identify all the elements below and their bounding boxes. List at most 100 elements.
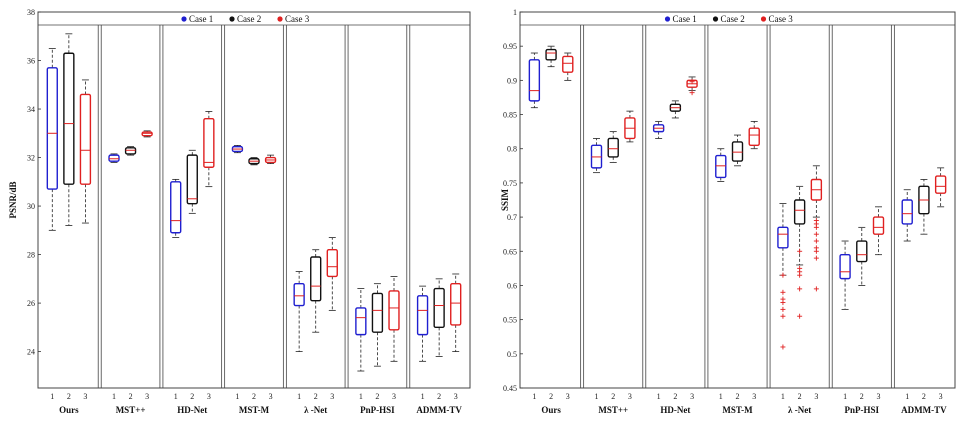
box bbox=[433, 287, 445, 329]
method-label: λ -Net bbox=[788, 405, 811, 415]
y-tick-label: 0.75 bbox=[503, 179, 517, 188]
legend-marker bbox=[181, 16, 187, 22]
box bbox=[901, 199, 913, 225]
case-tick-label: 2 bbox=[375, 392, 379, 401]
case-tick-label: 2 bbox=[190, 392, 194, 401]
y-tick-label: 0.7 bbox=[507, 213, 517, 222]
box bbox=[872, 216, 885, 235]
box bbox=[934, 175, 947, 194]
case-tick-label: 3 bbox=[207, 392, 211, 401]
y-tick-label: 0.95 bbox=[503, 42, 517, 51]
case-tick-label: 1 bbox=[235, 392, 239, 401]
box bbox=[839, 253, 851, 280]
box bbox=[79, 93, 92, 185]
method-panel: 1 2 3 MST-M bbox=[231, 25, 287, 415]
case-tick-label: 3 bbox=[814, 392, 818, 401]
y-tick-label: 28 bbox=[27, 251, 35, 260]
method-label: Ours bbox=[541, 405, 561, 415]
method-panel: 1 2 3HD-Net bbox=[170, 25, 226, 415]
method-panel: 1 2 3 PnP-HSI bbox=[355, 25, 411, 415]
method-panel: 1 2 3λ -Net bbox=[293, 25, 349, 415]
case-tick-label: 3 bbox=[939, 392, 943, 401]
method-panel: 1 2 3λ -Net bbox=[777, 25, 833, 415]
legend-label: Case 1 bbox=[189, 14, 213, 24]
method-panel: 1 2 3 Ours bbox=[528, 25, 585, 415]
case-tick-label: 1 bbox=[781, 392, 785, 401]
method-label: HD-Net bbox=[660, 405, 690, 415]
case-tick-label: 2 bbox=[736, 392, 740, 401]
method-label: MST++ bbox=[598, 405, 628, 415]
y-tick-label: 1 bbox=[513, 8, 517, 17]
case-tick-label: 2 bbox=[67, 392, 71, 401]
case-tick-label: 1 bbox=[657, 392, 661, 401]
case-tick-label: 2 bbox=[673, 392, 677, 401]
box bbox=[416, 295, 429, 336]
legend-label: Case 3 bbox=[285, 14, 310, 24]
case-tick-label: 3 bbox=[628, 392, 632, 401]
y-tick-label: 0.45 bbox=[503, 384, 517, 393]
y-tick-label: 34 bbox=[27, 105, 35, 114]
case-tick-label: 2 bbox=[860, 392, 864, 401]
box bbox=[731, 141, 744, 162]
y-tick-label: 38 bbox=[27, 8, 35, 17]
y-tick-label: 0.8 bbox=[507, 145, 517, 154]
box bbox=[355, 307, 367, 336]
box bbox=[528, 59, 541, 102]
case-tick-label: 2 bbox=[129, 392, 133, 401]
method-panel: 1 2 3 ADMM-TV bbox=[901, 167, 947, 415]
case-tick-label: 2 bbox=[437, 392, 441, 401]
box bbox=[607, 137, 619, 158]
box bbox=[141, 131, 153, 137]
method-label: MST++ bbox=[116, 405, 146, 415]
y-tick-label: 30 bbox=[27, 202, 35, 211]
box bbox=[63, 52, 75, 185]
box bbox=[46, 67, 58, 190]
box bbox=[124, 147, 137, 155]
case-tick-label: 3 bbox=[83, 392, 87, 401]
case-tick-label: 3 bbox=[566, 392, 570, 401]
case-tick-label: 3 bbox=[330, 392, 334, 401]
y-tick-label: 0.5 bbox=[507, 350, 517, 359]
box bbox=[715, 154, 727, 179]
case-tick-label: 2 bbox=[314, 392, 318, 401]
y-tick-label: 0.65 bbox=[503, 247, 517, 256]
box bbox=[170, 181, 182, 234]
legend-marker bbox=[712, 16, 719, 22]
y-axis-label: PSNR/dB bbox=[8, 181, 18, 218]
case-tick-label: 1 bbox=[50, 392, 54, 401]
legend-marker bbox=[277, 16, 283, 22]
method-label: HD-Net bbox=[177, 405, 207, 415]
method-panel: 1 2 3 PnP-HSI bbox=[839, 25, 895, 415]
legend-marker bbox=[229, 16, 235, 22]
case-tick-label: 3 bbox=[392, 392, 396, 401]
case-tick-label: 1 bbox=[843, 392, 847, 401]
box bbox=[371, 292, 384, 333]
legend-label: Case 3 bbox=[769, 14, 794, 24]
method-label: PnP-HSI bbox=[845, 405, 880, 415]
y-tick-label: 24 bbox=[27, 348, 35, 357]
legend-marker bbox=[760, 16, 767, 22]
chart-ssim: Case 1 Case 2 Case 3 0.45 0.5 0.55 0.6 0.65 0.7 0… bbox=[500, 8, 956, 415]
y-tick-label: 0.9 bbox=[507, 76, 517, 85]
case-tick-label: 1 bbox=[595, 392, 599, 401]
box bbox=[108, 154, 120, 162]
y-tick-label: 26 bbox=[27, 299, 35, 308]
case-tick-label: 2 bbox=[252, 392, 256, 401]
box bbox=[388, 290, 400, 331]
method-label: ADMM-TV bbox=[901, 405, 947, 415]
method-label: ADMM-TV bbox=[416, 405, 462, 415]
y-tick-label: 0.55 bbox=[503, 316, 517, 325]
method-label: MST-M bbox=[722, 405, 753, 415]
case-tick-label: 3 bbox=[877, 392, 881, 401]
box bbox=[310, 256, 322, 302]
case-tick-label: 2 bbox=[798, 392, 802, 401]
case-tick-label: 1 bbox=[421, 392, 425, 401]
box bbox=[326, 249, 338, 278]
legend-marker bbox=[664, 16, 671, 22]
method-label: λ -Net bbox=[304, 405, 327, 415]
case-tick-label: 1 bbox=[297, 392, 301, 401]
